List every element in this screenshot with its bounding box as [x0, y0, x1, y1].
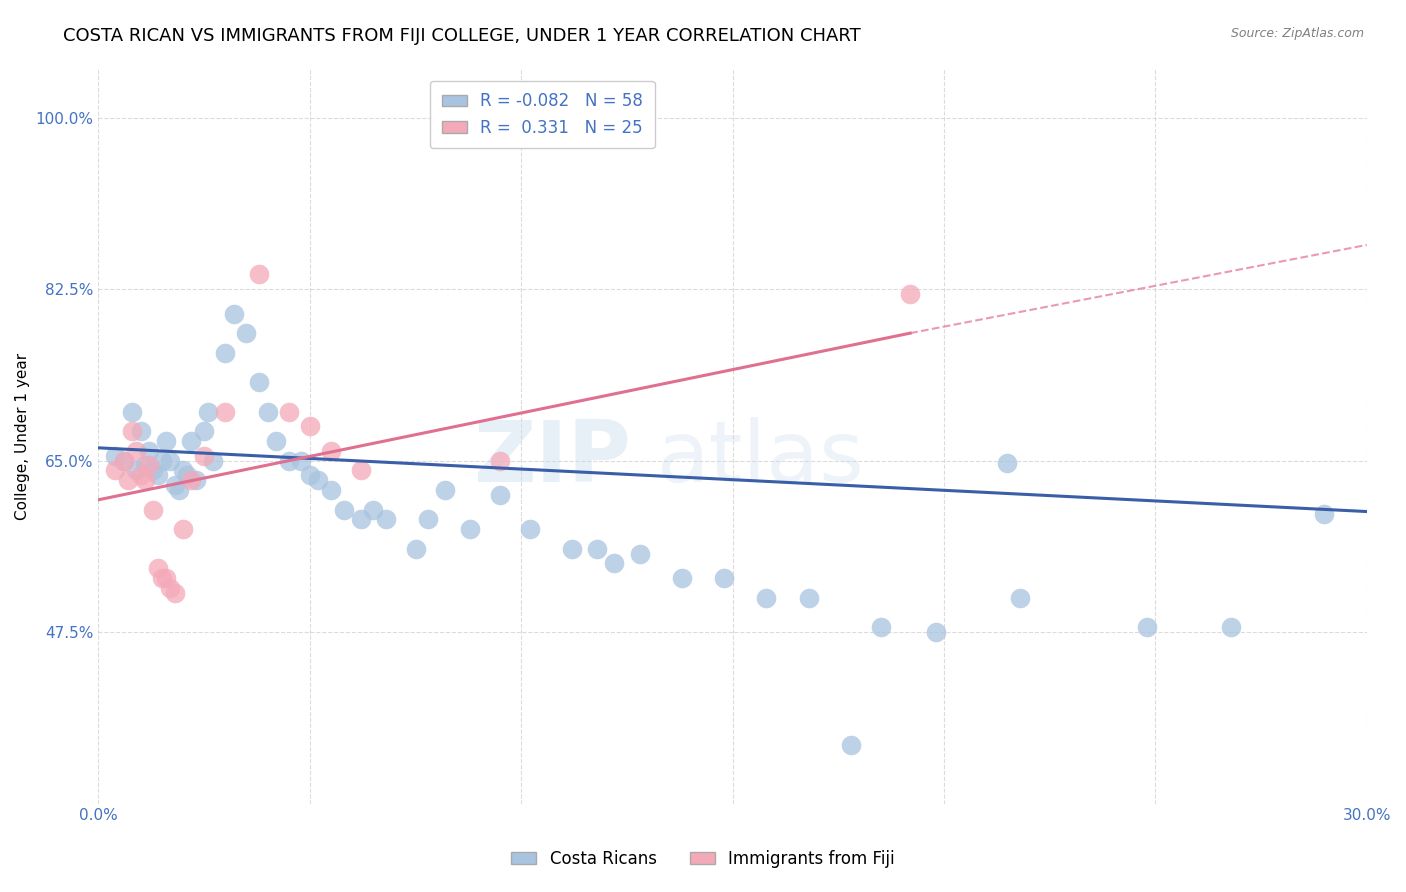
- Point: [112, 453, 135, 467]
- Point: [349, 512, 371, 526]
- Point: [163, 586, 186, 600]
- Point: [150, 571, 173, 585]
- Text: Source: ZipAtlas.com: Source: ZipAtlas.com: [1230, 27, 1364, 40]
- Legend: R = -0.082   N = 58, R =  0.331   N = 25: R = -0.082 N = 58, R = 0.331 N = 25: [430, 80, 655, 148]
- Point: [193, 449, 215, 463]
- Point: [290, 453, 312, 467]
- Point: [235, 326, 257, 340]
- Point: [603, 557, 626, 571]
- Point: [361, 502, 384, 516]
- Point: [214, 404, 236, 418]
- Point: [121, 424, 143, 438]
- Text: COSTA RICAN VS IMMIGRANTS FROM FIJI COLLEGE, UNDER 1 YEAR CORRELATION CHART: COSTA RICAN VS IMMIGRANTS FROM FIJI COLL…: [63, 27, 860, 45]
- Point: [159, 453, 181, 467]
- Point: [307, 473, 329, 487]
- Point: [129, 424, 152, 438]
- Point: [176, 468, 198, 483]
- Text: atlas: atlas: [657, 417, 865, 500]
- Point: [797, 591, 820, 605]
- Point: [159, 581, 181, 595]
- Point: [121, 404, 143, 418]
- Point: [142, 502, 165, 516]
- Point: [374, 512, 396, 526]
- Point: [755, 591, 778, 605]
- Point: [142, 463, 165, 477]
- Point: [418, 512, 440, 526]
- Point: [172, 522, 194, 536]
- Point: [924, 625, 946, 640]
- Point: [180, 434, 202, 448]
- Point: [134, 473, 156, 487]
- Point: [247, 375, 270, 389]
- Point: [138, 458, 160, 473]
- Point: [247, 268, 270, 282]
- Point: [214, 345, 236, 359]
- Point: [104, 463, 127, 477]
- Point: [434, 483, 457, 497]
- Point: [256, 404, 278, 418]
- Point: [332, 502, 354, 516]
- Point: [167, 483, 190, 497]
- Point: [319, 483, 342, 497]
- Point: [193, 424, 215, 438]
- Point: [180, 473, 202, 487]
- Point: [155, 434, 177, 448]
- Point: [134, 458, 156, 473]
- Point: [222, 307, 245, 321]
- Point: [298, 419, 321, 434]
- Point: [405, 541, 427, 556]
- Point: [319, 443, 342, 458]
- Point: [489, 453, 512, 467]
- Point: [264, 434, 287, 448]
- Point: [125, 463, 148, 477]
- Point: [898, 287, 921, 301]
- Point: [197, 404, 219, 418]
- Point: [519, 522, 541, 536]
- Legend: Costa Ricans, Immigrants from Fiji: Costa Ricans, Immigrants from Fiji: [505, 844, 901, 875]
- Point: [277, 404, 299, 418]
- Text: ZIP: ZIP: [474, 417, 631, 500]
- Point: [125, 443, 148, 458]
- Point: [489, 488, 512, 502]
- Point: [460, 522, 482, 536]
- Point: [138, 443, 160, 458]
- Point: [277, 453, 299, 467]
- Point: [146, 561, 169, 575]
- Point: [713, 571, 735, 585]
- Point: [628, 547, 651, 561]
- Point: [671, 571, 693, 585]
- Point: [586, 541, 609, 556]
- Point: [150, 453, 173, 467]
- Point: [201, 453, 224, 467]
- Point: [298, 468, 321, 483]
- Point: [561, 541, 583, 556]
- Point: [117, 473, 139, 487]
- Point: [1313, 508, 1336, 522]
- Point: [1136, 620, 1159, 634]
- Point: [163, 478, 186, 492]
- Point: [1010, 591, 1032, 605]
- Point: [995, 456, 1018, 470]
- Point: [146, 468, 169, 483]
- Point: [155, 571, 177, 585]
- Point: [129, 468, 152, 483]
- Point: [349, 463, 371, 477]
- Point: [839, 738, 862, 752]
- Point: [104, 449, 127, 463]
- Y-axis label: College, Under 1 year: College, Under 1 year: [15, 352, 30, 520]
- Point: [172, 463, 194, 477]
- Point: [184, 473, 207, 487]
- Point: [869, 620, 891, 634]
- Point: [1220, 620, 1243, 634]
- Point: [112, 453, 135, 467]
